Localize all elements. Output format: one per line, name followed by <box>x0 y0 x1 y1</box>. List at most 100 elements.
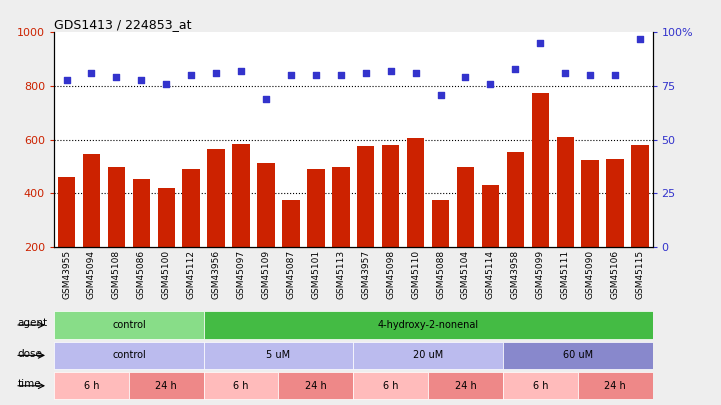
Text: 6 h: 6 h <box>383 381 399 391</box>
Text: 24 h: 24 h <box>455 381 477 391</box>
Text: 20 uM: 20 uM <box>413 350 443 360</box>
Bar <box>203 342 353 369</box>
Text: 6 h: 6 h <box>234 381 249 391</box>
Text: GSM45086: GSM45086 <box>137 250 146 299</box>
Point <box>310 72 322 79</box>
Bar <box>578 372 653 399</box>
Point <box>211 70 222 77</box>
Point <box>61 77 72 83</box>
Bar <box>457 167 474 301</box>
Point <box>485 81 496 87</box>
Text: GSM45115: GSM45115 <box>635 250 645 299</box>
Text: GSM45099: GSM45099 <box>536 250 545 299</box>
Bar <box>54 342 203 369</box>
Text: dose: dose <box>17 349 43 359</box>
Text: GSM45087: GSM45087 <box>286 250 296 299</box>
Point <box>360 70 371 77</box>
Text: GSM45114: GSM45114 <box>486 250 495 299</box>
Text: 4-hydroxy-2-nonenal: 4-hydroxy-2-nonenal <box>378 320 479 330</box>
Point <box>335 72 347 79</box>
Text: GSM45100: GSM45100 <box>162 250 171 299</box>
Text: 6 h: 6 h <box>533 381 548 391</box>
Bar <box>232 144 249 301</box>
Text: GSM43957: GSM43957 <box>361 250 371 299</box>
Bar <box>503 372 578 399</box>
Text: GSM45098: GSM45098 <box>386 250 395 299</box>
Point <box>136 77 147 83</box>
Point <box>460 74 472 81</box>
Bar <box>503 342 653 369</box>
Text: 5 uM: 5 uM <box>267 350 291 360</box>
Text: GSM43956: GSM43956 <box>212 250 221 299</box>
Bar <box>307 169 324 301</box>
Text: GDS1413 / 224853_at: GDS1413 / 224853_at <box>54 18 192 31</box>
Point <box>235 68 247 74</box>
Bar <box>557 137 574 301</box>
Text: 6 h: 6 h <box>84 381 99 391</box>
Point <box>161 81 172 87</box>
Text: GSM45094: GSM45094 <box>87 250 96 299</box>
Bar <box>208 149 225 301</box>
Point <box>86 70 97 77</box>
Point <box>559 70 571 77</box>
Text: time: time <box>17 379 41 389</box>
Bar <box>428 372 503 399</box>
Bar <box>129 372 203 399</box>
Point <box>286 72 297 79</box>
Bar <box>357 147 374 301</box>
Text: GSM45110: GSM45110 <box>411 250 420 299</box>
Point <box>185 72 197 79</box>
Bar <box>182 169 200 301</box>
Bar <box>353 372 428 399</box>
Point <box>585 72 596 79</box>
Bar <box>382 145 399 301</box>
Bar <box>107 167 125 301</box>
Text: GSM45097: GSM45097 <box>236 250 246 299</box>
Point <box>534 40 546 46</box>
Text: GSM45109: GSM45109 <box>262 250 270 299</box>
Bar <box>203 311 653 339</box>
Text: 24 h: 24 h <box>305 381 327 391</box>
Text: 24 h: 24 h <box>156 381 177 391</box>
Point <box>634 36 646 42</box>
Bar <box>133 179 150 301</box>
Point <box>410 70 421 77</box>
Bar <box>507 152 524 301</box>
Point <box>435 92 446 98</box>
Text: GSM45104: GSM45104 <box>461 250 470 299</box>
Text: GSM45106: GSM45106 <box>611 250 619 299</box>
Text: GSM45088: GSM45088 <box>436 250 445 299</box>
Text: control: control <box>112 320 146 330</box>
Text: 24 h: 24 h <box>604 381 626 391</box>
Text: GSM43958: GSM43958 <box>511 250 520 299</box>
Bar <box>482 185 499 301</box>
Text: control: control <box>112 350 146 360</box>
Bar <box>632 145 649 301</box>
Bar <box>332 166 350 301</box>
Bar <box>158 188 175 301</box>
Bar <box>54 311 203 339</box>
Point <box>260 96 272 102</box>
Bar <box>282 200 300 301</box>
Point <box>609 72 621 79</box>
Bar <box>407 139 425 301</box>
Point <box>510 66 521 72</box>
Bar <box>58 177 75 301</box>
Bar <box>606 158 624 301</box>
Bar <box>83 154 100 301</box>
Bar <box>353 342 503 369</box>
Bar <box>54 372 129 399</box>
Text: 60 uM: 60 uM <box>562 350 593 360</box>
Text: GSM43955: GSM43955 <box>62 250 71 299</box>
Text: GSM45112: GSM45112 <box>187 250 195 299</box>
Bar <box>432 200 449 301</box>
Text: GSM45101: GSM45101 <box>311 250 320 299</box>
Text: GSM45108: GSM45108 <box>112 250 121 299</box>
Bar <box>531 93 549 301</box>
Bar <box>203 372 278 399</box>
Text: GSM45090: GSM45090 <box>585 250 595 299</box>
Bar <box>257 162 275 301</box>
Text: GSM45111: GSM45111 <box>561 250 570 299</box>
Point <box>385 68 397 74</box>
Bar <box>278 372 353 399</box>
